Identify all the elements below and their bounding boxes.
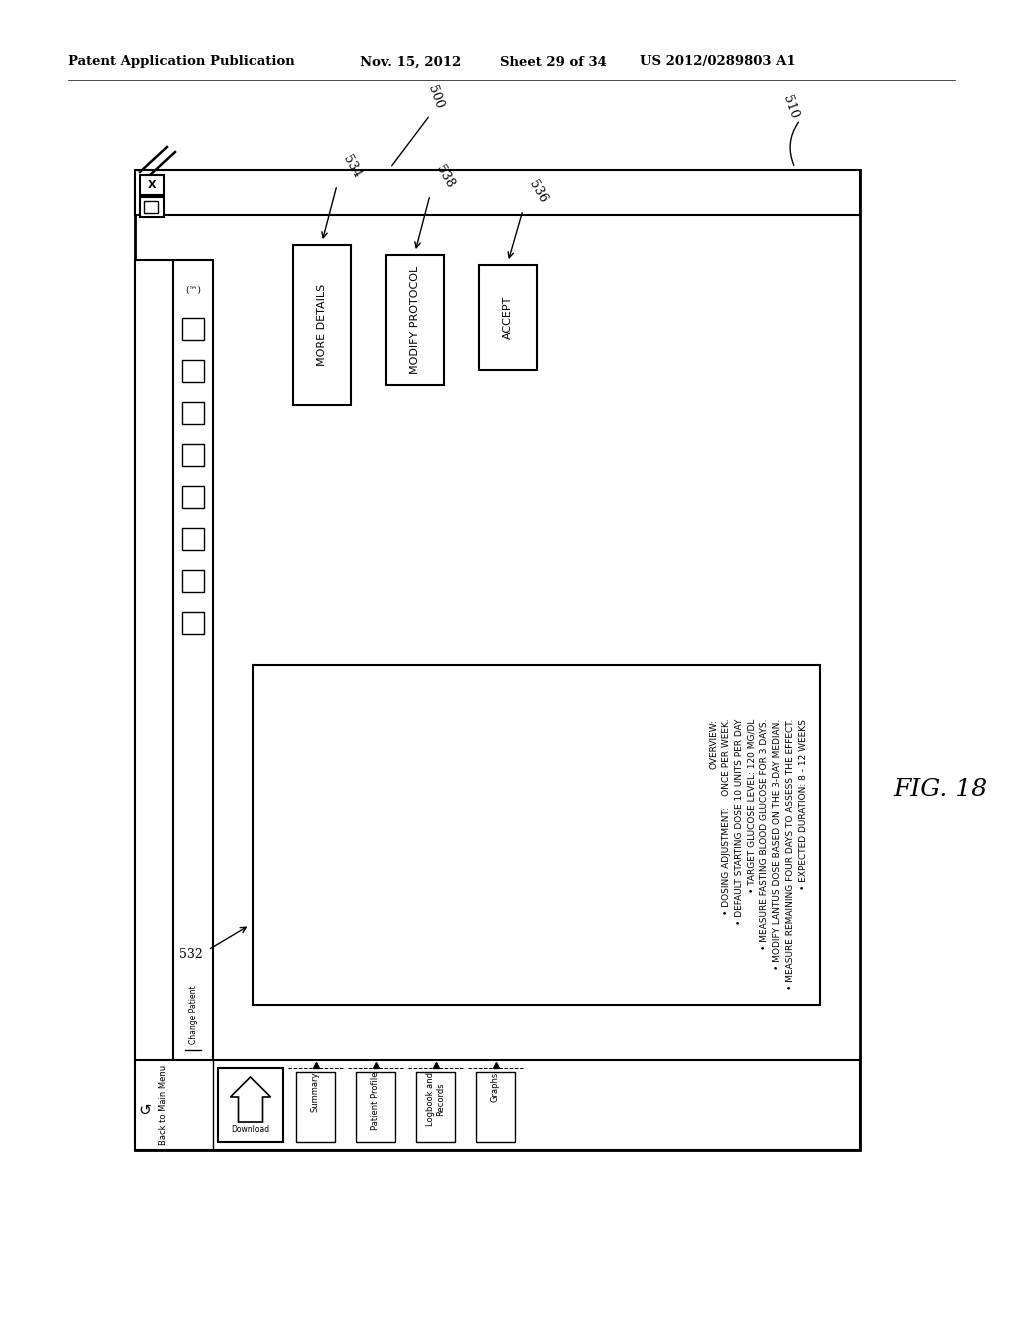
Text: Download: Download — [231, 1126, 269, 1134]
Bar — [173, 260, 213, 1065]
Text: (™): (™) — [185, 285, 201, 294]
Bar — [296, 1072, 335, 1142]
Bar — [253, 665, 820, 1005]
Bar — [140, 197, 164, 216]
Text: FIG. 18: FIG. 18 — [893, 779, 987, 801]
Text: Back to Main Menu: Back to Main Menu — [160, 1065, 169, 1144]
Bar — [135, 1060, 860, 1150]
Bar — [135, 170, 860, 215]
Text: 34: 34 — [139, 185, 157, 199]
Bar — [144, 201, 158, 213]
Text: Patient Profile: Patient Profile — [371, 1072, 380, 1130]
Text: MORE DETAILS: MORE DETAILS — [317, 284, 327, 366]
Bar — [140, 176, 164, 195]
Bar — [182, 570, 204, 591]
Bar — [182, 444, 204, 466]
Text: MODIFY PROTOCOL: MODIFY PROTOCOL — [410, 265, 420, 374]
Text: Summary: Summary — [311, 1072, 319, 1113]
Text: Change Patient: Change Patient — [188, 986, 198, 1044]
Polygon shape — [230, 1077, 270, 1122]
Text: US 2012/0289803 A1: US 2012/0289803 A1 — [640, 55, 796, 69]
Text: X: X — [147, 180, 157, 190]
Text: Graphs: Graphs — [490, 1072, 500, 1102]
Bar — [476, 1072, 515, 1142]
Bar — [293, 246, 351, 405]
Bar — [182, 318, 204, 341]
Text: OVERVIEW:
• DOSING ADJUSTMENT:    ONCE PER WEEK.
• DEFAULT STARTING DOSE 10 UNIT: OVERVIEW: • DOSING ADJUSTMENT: ONCE PER … — [709, 718, 808, 990]
Bar — [386, 255, 444, 385]
Text: 500: 500 — [425, 83, 445, 110]
Text: Nov. 15, 2012: Nov. 15, 2012 — [360, 55, 461, 69]
Text: Sheet 29 of 34: Sheet 29 of 34 — [500, 55, 607, 69]
Text: ACCEPT: ACCEPT — [503, 296, 513, 339]
Bar — [182, 612, 204, 634]
Text: 534: 534 — [340, 153, 364, 180]
Text: Logbook and
Records: Logbook and Records — [426, 1072, 445, 1126]
Bar — [182, 403, 204, 424]
Bar — [135, 170, 860, 1150]
Text: 536: 536 — [526, 178, 549, 205]
Text: 510: 510 — [780, 94, 800, 120]
Bar — [182, 486, 204, 508]
Bar — [182, 528, 204, 550]
Text: 538: 538 — [433, 162, 457, 190]
Text: ↺: ↺ — [138, 1102, 152, 1118]
Bar — [218, 1068, 283, 1142]
Bar — [416, 1072, 455, 1142]
Bar — [356, 1072, 395, 1142]
Text: 532: 532 — [179, 949, 203, 961]
Bar — [182, 360, 204, 381]
Bar — [135, 260, 173, 1065]
Text: Patent Application Publication: Patent Application Publication — [68, 55, 295, 69]
Bar — [479, 265, 537, 370]
